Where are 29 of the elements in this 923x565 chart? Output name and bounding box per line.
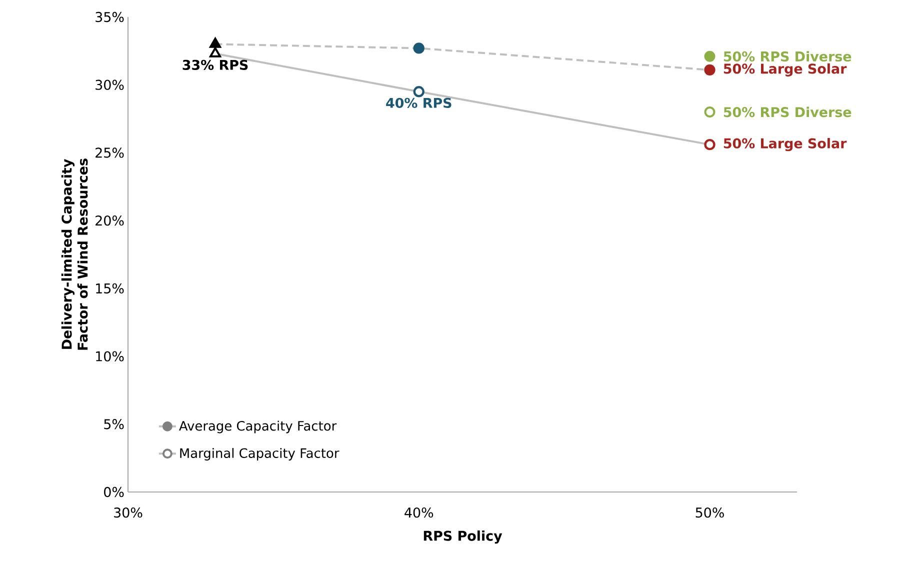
annotation: 33% RPS [182, 60, 248, 70]
point [413, 86, 424, 98]
y-tick-label: 30% [96, 80, 124, 90]
y-tick-label: 10% [96, 351, 124, 362]
point [704, 50, 716, 62]
x-axis-title: RPS Policy [424, 530, 502, 544]
y-tick-label: 5% [104, 419, 124, 430]
point [704, 64, 716, 76]
point [704, 138, 716, 150]
y-tick-label: 0% [104, 486, 124, 498]
y-axis-title: Delivery-limited Capacity Factor of Wind Resources [61, 158, 88, 350]
annotation: 50% Large Solar [724, 63, 847, 76]
y-tick-label: 15% [96, 283, 124, 294]
y-tick-label: 20% [96, 215, 124, 226]
point [413, 42, 424, 54]
annotation: 40% RPS [386, 98, 452, 108]
annotation: 50% Large Solar [724, 138, 847, 152]
annotation: 50% RPS Diverse [724, 106, 852, 118]
y-tick-label: 25% [96, 148, 124, 158]
annotation: 50% RPS Diverse [724, 51, 852, 62]
legend-label: Average Capacity Factor [179, 420, 337, 434]
y-tick-label: 35% [96, 12, 124, 22]
point [210, 38, 222, 48]
x-tick-label: 30% [114, 507, 142, 518]
point [210, 47, 222, 58]
x-tick-label: 50% [696, 507, 724, 518]
point [704, 106, 716, 118]
legend-label: Marginal Capacity Factor [180, 448, 340, 461]
x-tick-label: 40% [404, 507, 434, 518]
